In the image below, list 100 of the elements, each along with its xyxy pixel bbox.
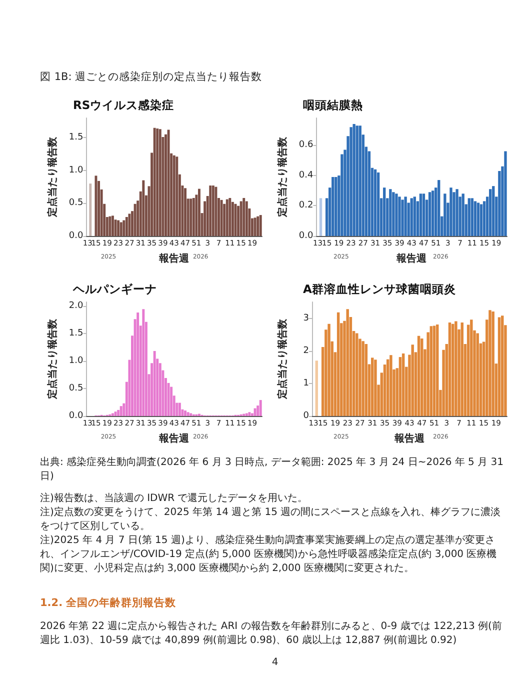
bar xyxy=(428,192,432,236)
bar xyxy=(186,412,190,416)
x-axis-title: 報告週 xyxy=(394,432,426,444)
bar xyxy=(451,324,454,416)
bar xyxy=(128,214,131,236)
bar xyxy=(167,130,170,236)
bar xyxy=(350,127,352,236)
bar xyxy=(402,353,405,416)
bar xyxy=(172,155,176,236)
bar xyxy=(242,198,246,236)
bar xyxy=(212,186,214,236)
bar xyxy=(498,317,501,416)
bar xyxy=(111,216,114,236)
bar xyxy=(346,309,349,416)
bar xyxy=(120,222,122,236)
bar xyxy=(89,184,92,236)
bar xyxy=(420,338,424,416)
bar xyxy=(259,400,262,416)
y-tick-label: 3 xyxy=(303,313,309,324)
bar xyxy=(117,410,120,416)
bar xyxy=(492,186,495,236)
chart-title: RSウイルス感染症 xyxy=(73,98,174,112)
x-axis-title: 報告週 xyxy=(158,252,190,264)
bar xyxy=(111,413,114,416)
bar xyxy=(259,215,262,236)
bar xyxy=(136,312,140,416)
y-tick-label: 1.5 xyxy=(68,132,84,143)
bar xyxy=(470,198,474,236)
text: 注)2025 年 4 月 7 日(第 15 週)より、感染症発生動向調査事業実施要綱上の定点の選定基準が変更され、インフルエンザ/COVID-19 定点(約 5,000 医療機関)から急性呼吸器感染症定点(約 3,000 医療機関)に変更、小児科定点は約 3,000 医療機関から約 2,000 医療機関に変更された。 xyxy=(40,534,498,576)
bar xyxy=(315,360,318,416)
bar xyxy=(431,190,434,236)
bar xyxy=(237,206,240,236)
bar xyxy=(122,220,126,236)
bar xyxy=(142,309,145,416)
bar xyxy=(398,357,402,416)
bar xyxy=(190,198,192,236)
bar xyxy=(460,322,464,416)
y-tick-label: 0.5 xyxy=(68,198,84,208)
bar xyxy=(454,321,458,416)
bar xyxy=(336,312,340,416)
bar xyxy=(198,188,200,236)
bar xyxy=(231,202,234,236)
bar xyxy=(476,202,480,236)
bar xyxy=(389,189,392,236)
bar xyxy=(340,154,344,236)
y-tick-label: 0.5 xyxy=(68,383,84,394)
bar xyxy=(364,344,368,416)
bar xyxy=(248,412,251,416)
bar xyxy=(398,196,401,236)
bar xyxy=(134,204,136,236)
text: 注)定点数の変更をうけて、2025 年第 14 週と第 15 週の間にスペースと点線を入れ、棒グラフに濃淡をつけて区別している。 xyxy=(40,506,502,534)
text: 1.2. 全国の年齢群別報告数 xyxy=(40,596,178,610)
bar xyxy=(489,189,492,236)
y-tick-label: 1 xyxy=(303,378,309,388)
bar xyxy=(153,128,156,236)
bar xyxy=(190,413,192,416)
bar xyxy=(153,351,156,416)
y-tick-label: 2 xyxy=(303,346,309,356)
y-axis-title: 定点当たり報告数 xyxy=(276,318,288,400)
bar xyxy=(370,358,374,416)
bar xyxy=(430,326,433,416)
bar xyxy=(220,200,223,236)
bar xyxy=(176,156,178,236)
bar xyxy=(328,324,330,416)
y-tick-label: 2.0 xyxy=(68,300,84,311)
bar xyxy=(356,126,358,236)
x-axis-title: 報告週 xyxy=(396,252,428,264)
bar xyxy=(462,194,464,236)
chart-title: A群溶血性レンサ球菌咽頭炎 xyxy=(303,282,456,296)
bar xyxy=(448,322,452,416)
chart-title: 咽頭結膜熱 xyxy=(303,98,363,112)
y-tick-label: 1.0 xyxy=(68,165,84,176)
text: 注)報告数は、当該週の IDWR で還元したデータを用いた。 xyxy=(40,492,309,506)
bar xyxy=(444,194,446,236)
bar xyxy=(245,201,248,236)
bar xyxy=(209,186,212,236)
y-tick-label: 0.4 xyxy=(298,170,314,180)
y-tick-label: 1.0 xyxy=(68,356,84,366)
bar xyxy=(438,180,440,236)
bar xyxy=(470,320,473,416)
bar xyxy=(108,216,112,236)
bar xyxy=(450,188,452,236)
bar xyxy=(376,172,380,236)
bar xyxy=(332,177,334,236)
text: 図 1B: 週ごとの感染症別の定点当たり報告数 xyxy=(40,70,264,84)
bar xyxy=(334,177,338,236)
bar xyxy=(117,220,120,236)
bar xyxy=(184,410,186,416)
bar xyxy=(374,169,377,236)
bar xyxy=(240,201,242,236)
chart-title: ヘルパンギーナ xyxy=(72,282,157,296)
bar xyxy=(504,151,507,236)
y-tick-label: 0.2 xyxy=(298,200,314,211)
bar xyxy=(492,311,494,416)
bar xyxy=(419,194,422,236)
bar xyxy=(476,333,479,416)
x-axis-title: 報告週 xyxy=(158,432,190,444)
source-note: 出典: 感染症発生動向調査(2026 年 6 月 3 日時点, データ範囲: 2025 年 3 月 24 日~2026 年 5 月 31 日) xyxy=(40,456,504,484)
bar xyxy=(474,201,477,236)
bar xyxy=(480,204,483,236)
